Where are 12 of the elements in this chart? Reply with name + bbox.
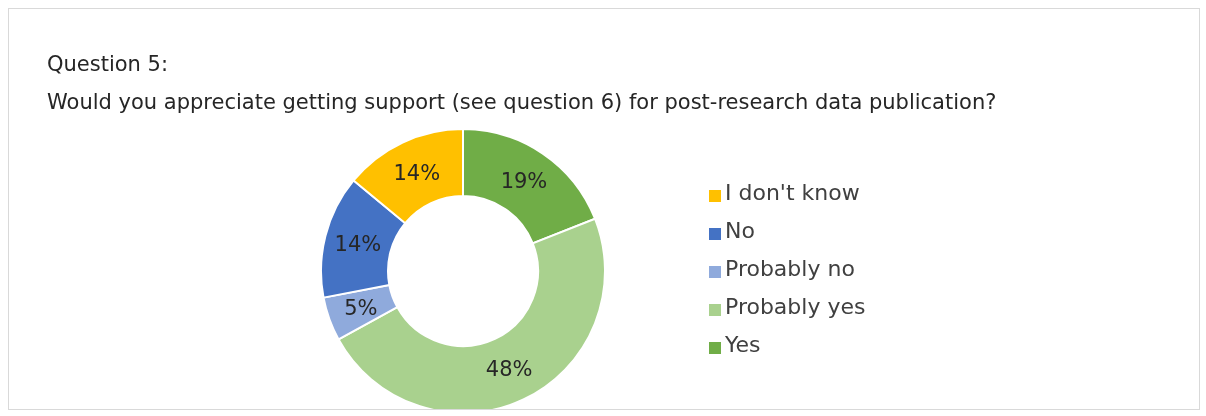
chart-subtitle: Would you appreciate getting support (see question 6) for post-research data publication? (47, 89, 997, 116)
data-label: 14% (334, 232, 382, 257)
text: Question 5: (47, 51, 170, 78)
data-label: 19% (500, 169, 548, 194)
legend-label: I don't know (725, 180, 860, 205)
data-label: 5% (344, 295, 378, 320)
legend-label: No (725, 218, 755, 243)
data-label: 48% (485, 357, 533, 382)
legend-label: Probably no (725, 256, 855, 281)
data-label: 14% (393, 160, 441, 185)
legend-label: Yes (725, 332, 761, 357)
legend-label: Probably yes (725, 294, 866, 319)
